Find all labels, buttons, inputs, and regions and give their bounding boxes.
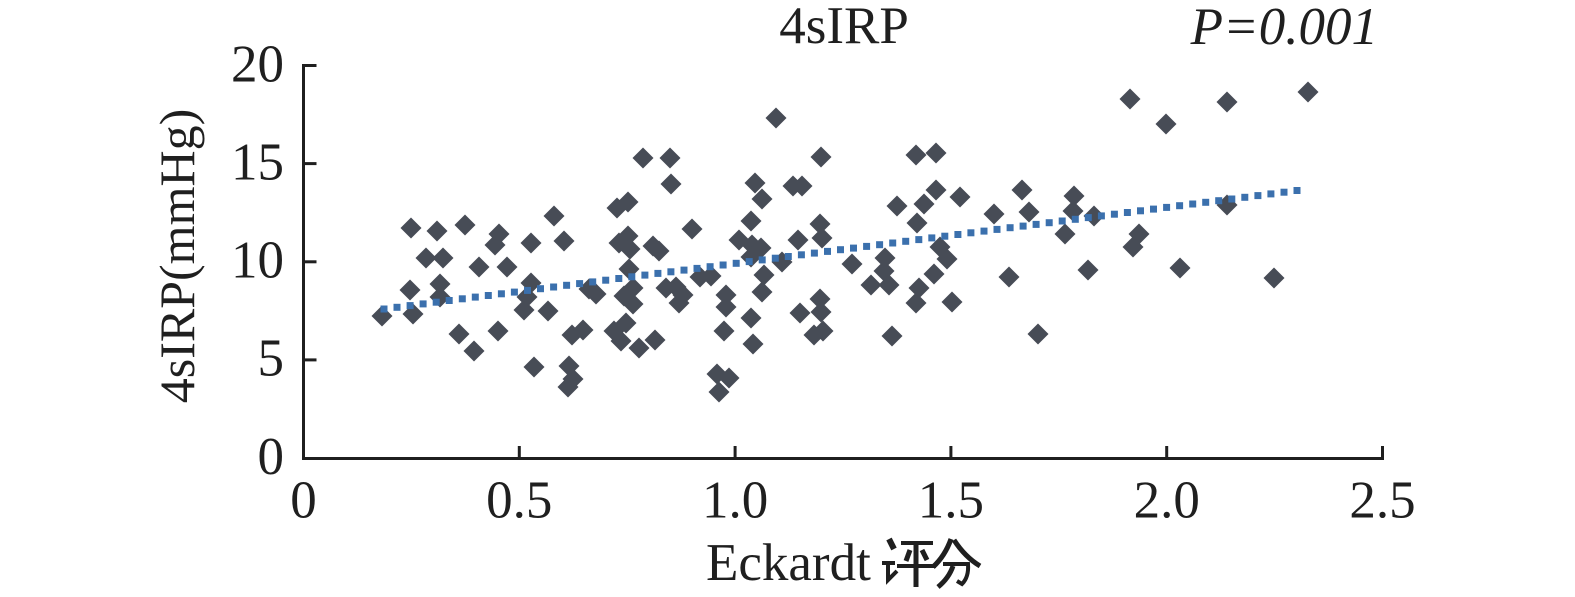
svg-text:4sIRP(mmHg): 4sIRP(mmHg): [149, 109, 205, 403]
svg-text:0.5: 0.5: [486, 472, 552, 530]
svg-text:20: 20: [231, 35, 284, 93]
svg-text:0: 0: [290, 472, 317, 530]
svg-text:1.5: 1.5: [918, 472, 984, 530]
svg-text:10: 10: [231, 232, 284, 290]
svg-text:1.0: 1.0: [702, 472, 768, 530]
svg-text:2.5: 2.5: [1349, 472, 1415, 530]
svg-text:0: 0: [258, 428, 285, 486]
svg-text:2.0: 2.0: [1134, 472, 1200, 530]
svg-text:Eckardt: Eckardt: [706, 534, 871, 592]
svg-text:15: 15: [231, 133, 284, 191]
svg-text:4sIRP: 4sIRP: [779, 0, 909, 55]
svg-text:P=0.001: P=0.001: [1190, 0, 1378, 56]
svg-text:5: 5: [258, 330, 285, 388]
